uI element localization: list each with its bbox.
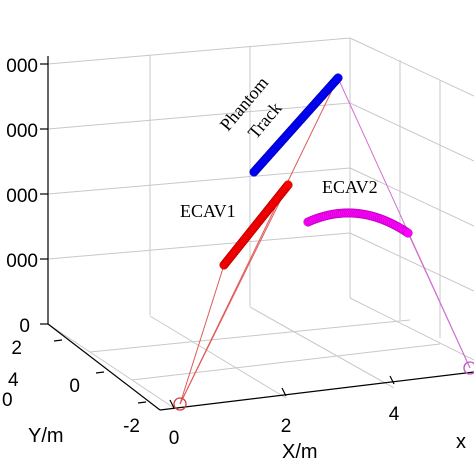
x-axis-line <box>159 371 474 411</box>
y-axis-line <box>47 323 161 411</box>
gridline-floor <box>89 319 411 353</box>
gridline-back-horizontal <box>47 102 351 130</box>
ecav1-label: ECAV1 <box>180 201 236 221</box>
x-tick-label: 2 <box>281 416 292 437</box>
ecav2-projection-line <box>407 232 471 369</box>
corner-axis-label: x <box>456 431 466 453</box>
z-tick-label: 000 <box>6 186 38 207</box>
gridline-side-horizontal <box>349 37 474 97</box>
y-tick-label: 0 <box>69 376 80 397</box>
x-tick-mark <box>389 375 395 385</box>
ecav2-point <box>403 228 413 238</box>
gridline-side-horizontal <box>349 232 474 292</box>
partial-y-exponent: 0 <box>2 390 13 411</box>
gridline-back-horizontal <box>47 167 351 195</box>
ecav1-projection-line <box>179 264 225 405</box>
y-tick-mark <box>53 339 63 342</box>
y-axis-title: Y/m <box>28 425 64 447</box>
x-axis-title: X/m <box>282 441 318 463</box>
y-exponent: 4 <box>8 370 19 391</box>
axes-layer <box>40 56 474 411</box>
y-tick-label: 2 <box>11 338 22 359</box>
z-tick-label: 000 <box>6 56 38 77</box>
gridline-back-horizontal <box>47 37 351 65</box>
ecav1-projection-line <box>179 77 339 405</box>
grid-layer <box>47 37 474 409</box>
ecav2-station-marker <box>463 361 474 375</box>
gridline-side-horizontal <box>349 102 474 162</box>
z-tick-label: 0 <box>19 316 30 337</box>
x-tick-mark <box>281 387 287 397</box>
x-tick-label: 4 <box>389 404 400 425</box>
gridline-floor <box>149 315 287 399</box>
x-tick-mark <box>169 399 175 409</box>
gridline-side-horizontal <box>349 167 474 227</box>
ecav2-label: ECAV2 <box>322 177 378 197</box>
z-tick-label: 000 <box>6 251 38 272</box>
gridline-floor <box>249 306 395 389</box>
data-points-layer <box>173 73 474 411</box>
gridline-floor <box>131 343 441 381</box>
gridline-floor <box>47 323 175 409</box>
gridline-back-horizontal <box>47 232 351 260</box>
y-tick-mark <box>137 401 147 404</box>
phantom-track-point <box>333 73 343 83</box>
y-tick-mark <box>95 371 105 374</box>
gridline-floor <box>349 297 474 361</box>
ecav1-point <box>283 180 293 190</box>
z-tick-label: 000 <box>6 121 38 142</box>
y-tick-label: -2 <box>123 416 140 437</box>
x-tick-label: 0 <box>169 428 180 449</box>
ecav1-station-marker <box>173 397 187 411</box>
